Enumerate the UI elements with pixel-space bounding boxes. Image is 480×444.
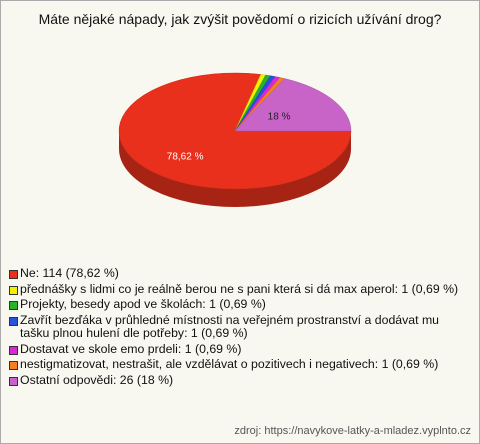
- legend-swatch: [9, 301, 18, 310]
- legend-swatch: [9, 361, 18, 370]
- legend-swatch: [9, 345, 18, 355]
- legend-label: Dostavat ve skole emo prdeli: 1 (0,69 %): [20, 341, 242, 356]
- legend-swatch: [9, 285, 18, 295]
- legend-label: Ostatní odpovědi: 26 (18 %): [20, 372, 174, 387]
- legend-item: Zavřít bezďáka v průhledné místnosti na …: [9, 312, 464, 341]
- legend-label: nestigmatizovat, nestrašit, ale vzděláva…: [20, 357, 439, 371]
- legend: Ne: 114 (78,62 %) přednášky s lidmi co je…: [9, 266, 464, 389]
- pie-side: [119, 131, 351, 207]
- legend-label: Zavřít bezďáka v průhledné místnosti na …: [20, 312, 440, 340]
- legend-swatch: [9, 376, 18, 386]
- legend-label: Ne: 114 (78,62 %): [20, 266, 119, 280]
- legend-item: Dostavat ve skole emo prdeli: 1 (0,69 %): [9, 341, 464, 357]
- pie-slice: [234, 78, 352, 132]
- pie-slice: [118, 72, 352, 190]
- chart-title: Máte nějaké nápady, jak zvýšit povědomí …: [38, 11, 442, 27]
- legend-item: Ne: 114 (78,62 %): [9, 266, 464, 281]
- source: zdroj: https://navykove-latky-a-mladez.v…: [234, 425, 471, 437]
- legend-item: přednášky s lidmi co je reálně berou ne …: [9, 281, 464, 297]
- legend-item: nestigmatizovat, nestrašit, ale vzděláva…: [9, 357, 464, 372]
- legend-item: Ostatní odpovědi: 26 (18 %): [9, 372, 464, 388]
- legend-swatch: [9, 316, 18, 326]
- data-label: 18 %: [268, 112, 291, 123]
- legend-label: přednášky s lidmi co je reálně berou ne …: [20, 281, 459, 296]
- legend-label: Projekty, besedy apod ve školách: 1 (0,6…: [20, 297, 266, 311]
- legend-swatch: [9, 270, 18, 279]
- legend-item: Projekty, besedy apod ve školách: 1 (0,6…: [9, 297, 464, 312]
- data-label: 78,62 %: [167, 152, 204, 163]
- pie-chart: 78,62 % 18 %: [118, 72, 352, 207]
